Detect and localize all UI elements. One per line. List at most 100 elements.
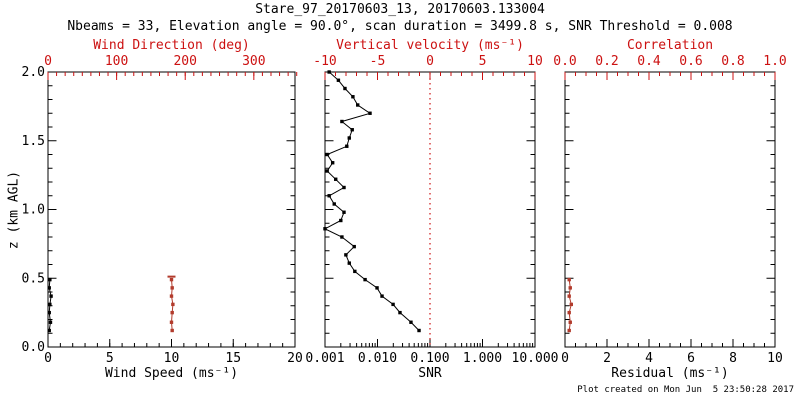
- snr-point: [325, 169, 329, 173]
- top-tick-label: 1.0: [763, 54, 786, 69]
- snr-point: [343, 86, 347, 91]
- top-tick-label: 0.2: [595, 54, 618, 69]
- top-tick-label: 100: [105, 54, 128, 69]
- correlation-point: [567, 310, 571, 315]
- correlation-point: [568, 286, 572, 290]
- snr-point: [375, 286, 379, 290]
- bottom-tick-label: 6: [687, 351, 695, 366]
- snr-point: [368, 111, 372, 115]
- top-tick-label: 0.6: [679, 54, 702, 69]
- snr-point: [363, 277, 367, 282]
- snr-point: [417, 328, 421, 333]
- bottom-tick-label: 10.000: [512, 351, 559, 366]
- y-tick-label: 2.0: [22, 65, 45, 80]
- correlation-point: [569, 302, 573, 307]
- wind-speed-series: [47, 277, 53, 333]
- top-tick-label: 0: [426, 54, 434, 69]
- snr-point: [325, 152, 329, 157]
- wind-direction-point: [169, 294, 174, 298]
- snr-point: [344, 253, 348, 257]
- bottom-tick-label: 4: [645, 351, 653, 366]
- plot-subtitle: Nbeams = 33, Elevation angle = 90.0°, sc…: [67, 19, 733, 34]
- correlation-point: [568, 320, 572, 324]
- wind-speed-axis-title: Wind Speed (ms⁻¹): [104, 366, 239, 381]
- top-tick-label: -5: [370, 54, 386, 69]
- snr-point: [334, 177, 338, 181]
- snr-axis-title: SNR: [418, 366, 442, 381]
- snr-point: [342, 185, 346, 190]
- snr-point: [327, 70, 331, 74]
- wind-direction-point: [171, 302, 175, 307]
- bottom-tick-label: 0.001: [305, 351, 344, 366]
- residual-profile-panel: 0 2 4 6 8 10 0.0 0.2 0.4 0.6 0.8 1.0: [553, 54, 786, 366]
- top-tick-label: 300: [242, 54, 265, 69]
- residual-profile-border: [564, 71, 776, 348]
- snr-point: [340, 119, 344, 124]
- correlation-point: [567, 328, 571, 333]
- wind-speed-point: [47, 328, 51, 333]
- snr-point: [350, 128, 354, 132]
- snr-series: [323, 70, 421, 333]
- bottom-tick-label: 8: [729, 351, 737, 366]
- y-tick-label: 1.0: [22, 203, 45, 218]
- wind-direction-point: [170, 310, 174, 315]
- plot-title: Stare_97_20170603_13, 20170603.133004: [255, 2, 545, 17]
- wind-speed-point: [47, 310, 51, 315]
- residual-axis-title: Residual (ms⁻¹): [611, 366, 729, 381]
- top-tick-label: 0.0: [553, 54, 576, 69]
- bottom-tick-label: 20: [287, 351, 303, 366]
- wind-direction-point: [170, 328, 174, 333]
- bottom-tick-label: 15: [225, 351, 241, 366]
- snr-point: [347, 136, 351, 140]
- wind-direction-series: [167, 275, 176, 333]
- wind-speed-point: [49, 294, 53, 298]
- bottom-tick-label: 5: [106, 351, 114, 366]
- snr-point: [380, 294, 384, 298]
- snr-point: [339, 218, 343, 223]
- correlation-point: [567, 277, 571, 282]
- bottom-tick-label: 0: [561, 351, 569, 366]
- top-tick-label: 10: [527, 54, 543, 69]
- snr-point: [351, 95, 355, 99]
- bottom-tick-label: 0: [44, 351, 52, 366]
- bottom-tick-label: 10: [164, 351, 180, 366]
- y-tick-label: 0.0: [22, 340, 45, 355]
- wind-direction-point: [170, 286, 174, 290]
- wind-direction-point: [169, 277, 174, 282]
- wind-direction-point: [169, 320, 174, 324]
- snr-profile-panel: 0.001 0.010 0.100 1.000 10.000 -10 -5 0 5 10: [305, 54, 558, 366]
- snr-point: [353, 269, 357, 274]
- top-tick-label: 0.8: [721, 54, 744, 69]
- plot-created-timestamp: Plot created on Mon Jun 5 23:50:28 2017: [577, 385, 794, 395]
- snr-point: [356, 103, 360, 107]
- bottom-tick-label: 10: [767, 351, 783, 366]
- snr-point: [391, 302, 395, 307]
- top-tick-label: 0: [44, 54, 52, 69]
- snr-point: [327, 194, 331, 198]
- snr-point: [398, 310, 402, 315]
- bottom-tick-label: 2: [603, 351, 611, 366]
- snr-point: [342, 210, 346, 214]
- y-tick-label: 0.5: [22, 271, 45, 286]
- correlation-series: [567, 277, 573, 333]
- top-tick-label: 200: [173, 54, 196, 69]
- top-tick-label: 0.4: [637, 54, 661, 69]
- bottom-tick-label: 1.000: [463, 351, 502, 366]
- wind-speed-point: [48, 302, 52, 307]
- y-tick-label: 1.5: [22, 134, 45, 149]
- snr-point: [340, 235, 344, 239]
- snr-point: [332, 202, 336, 206]
- wind-profile-panel: 0.00.51.01.52.00 5 10 15 200 100 200 300: [22, 54, 303, 366]
- snr-point: [336, 78, 341, 82]
- wind-speed-point: [48, 277, 52, 282]
- snr-point: [345, 144, 349, 148]
- snr-point: [330, 161, 335, 165]
- correlation-axis-title: Correlation: [626, 38, 714, 53]
- wind-speed-point: [48, 320, 53, 324]
- top-tick-label: 5: [479, 54, 487, 69]
- snr-point: [352, 244, 356, 249]
- snr-point: [347, 261, 351, 265]
- bottom-tick-label: 0.100: [410, 351, 449, 366]
